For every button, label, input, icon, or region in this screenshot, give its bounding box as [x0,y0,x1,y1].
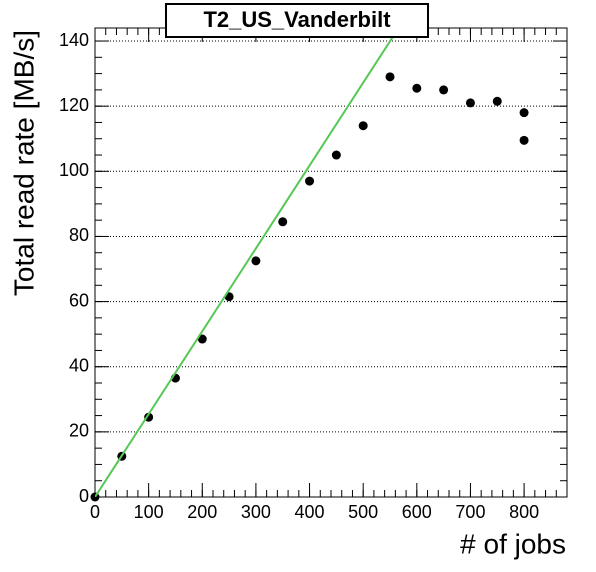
x-tick-label: 100 [134,502,164,522]
y-tick-label: 60 [69,290,89,310]
data-point [385,72,395,82]
data-point [519,135,529,145]
x-tick-label: 500 [348,502,378,522]
fit-line [95,28,400,497]
data-point [492,96,502,106]
y-tick-label: 20 [69,421,89,441]
y-axis-label: Total read rate [MB/s] [8,30,39,296]
y-tick-label: 140 [59,30,89,50]
data-point [358,121,368,131]
data-point [197,334,207,344]
y-tick-label: 0 [79,486,89,506]
x-tick-label: 600 [402,502,432,522]
data-point [305,176,315,186]
data-point [412,83,422,93]
x-tick-label: 300 [241,502,271,522]
data-point [144,412,154,422]
plot-area: 0 20 40 60 80 100 120 140 0 100 200 300 400 500 600 700… [59,27,568,522]
x-axis-label: # of jobs [460,528,566,559]
data-point [519,108,529,118]
x-tick-label: 700 [455,502,485,522]
data-point [278,217,288,227]
y-tick-label: 40 [69,355,89,375]
x-tick-label: 400 [295,502,325,522]
x-tick-label: 800 [509,502,539,522]
data-point [251,256,261,266]
y-tick-label: 80 [69,225,89,245]
data-point [465,98,475,108]
title-box [165,3,429,38]
data-point [439,85,449,95]
chart-title: T2_US_Vanderbilt [203,7,391,32]
x-tick-label: 200 [187,502,217,522]
data-point [331,150,341,160]
y-tick-label: 100 [59,160,89,180]
x-tick-label: 0 [90,502,100,522]
y-tick-label: 120 [59,95,89,115]
